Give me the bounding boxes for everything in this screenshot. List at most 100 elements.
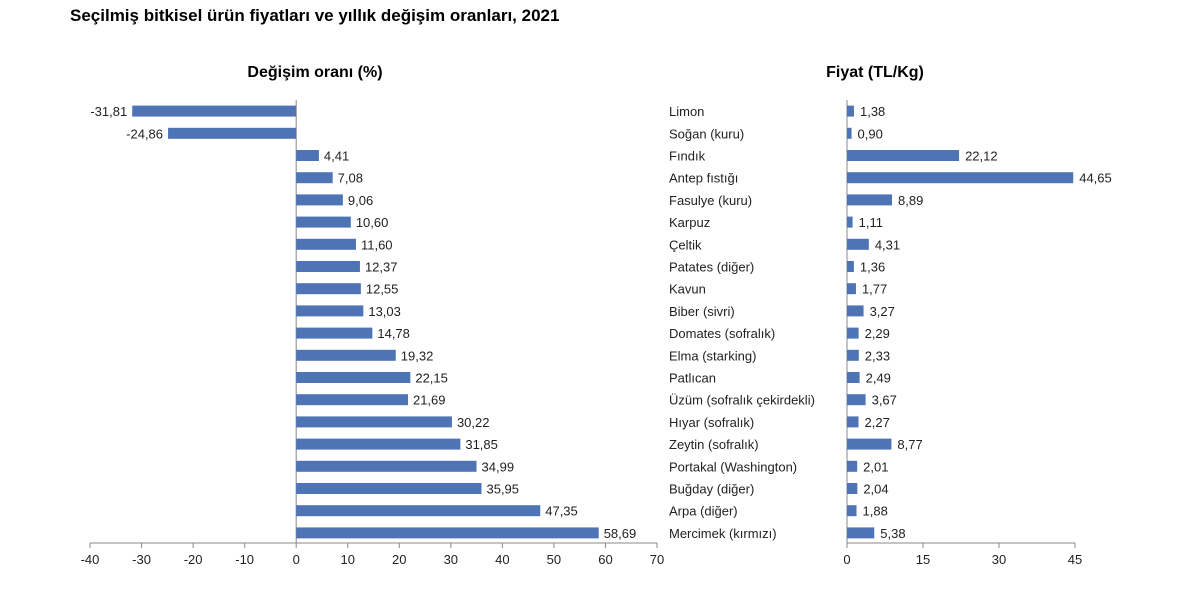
right-bar-value-label: 3,67 — [872, 393, 897, 408]
left-bar-value-label: 13,03 — [368, 304, 401, 319]
category-label: Elma (starking) — [669, 348, 756, 363]
category-label: Karpuz — [669, 215, 710, 230]
right-bar-value-label: 44,65 — [1079, 171, 1112, 186]
left-bar — [296, 283, 361, 295]
right-bar — [847, 327, 859, 339]
category-label: Patates (diğer) — [669, 260, 754, 275]
left-bar-value-label: 11,60 — [361, 237, 393, 252]
left-bar — [296, 216, 351, 228]
right-bar — [847, 505, 857, 517]
category-label: Biber (sivri) — [669, 304, 735, 319]
right-bar — [847, 416, 859, 428]
category-label: Buğday (diğer) — [669, 482, 754, 497]
right-bar — [847, 372, 860, 383]
right-bar-value-label: 3,27 — [870, 304, 895, 319]
right-bar — [847, 305, 864, 317]
left-bar-value-label: 19,32 — [401, 348, 434, 363]
left-bar — [296, 327, 373, 339]
left-x-tick-label: 20 — [392, 552, 406, 567]
right-bar — [847, 483, 858, 494]
left-bar — [296, 505, 541, 517]
right-bar — [847, 438, 892, 450]
chart-title: Seçilmiş bitkisel ürün fiyatları ve yıll… — [70, 6, 560, 25]
left-bar-value-label: 47,35 — [545, 504, 578, 519]
category-label: Çeltik — [669, 237, 702, 252]
right-bar-value-label: 2,29 — [865, 326, 890, 341]
left-bar-value-label: 31,85 — [465, 437, 498, 452]
right-bar-value-label: 2,04 — [863, 482, 888, 497]
right-bar — [847, 194, 893, 206]
right-bar — [847, 349, 859, 361]
category-label: Domates (sofralık) — [669, 326, 775, 341]
left-bar-value-label: 12,37 — [365, 260, 398, 275]
right-chart-title: Fiyat (TL/Kg) — [826, 64, 924, 81]
left-x-tick-label: -20 — [184, 552, 203, 567]
right-bar-value-label: 8,89 — [898, 193, 923, 208]
category-label: Kavun — [669, 282, 706, 297]
left-bar — [296, 483, 482, 494]
category-label: Mercimek (kırmızı) — [669, 526, 777, 541]
left-bar-value-label: 34,99 — [482, 459, 515, 474]
right-bar — [847, 261, 854, 272]
left-x-tick-label: 70 — [650, 552, 664, 567]
left-x-tick-label: 40 — [495, 552, 509, 567]
left-bar — [132, 105, 297, 117]
right-bar — [847, 394, 866, 406]
right-x-tick-label: 0 — [843, 552, 850, 567]
right-bar-value-label: 22,12 — [965, 149, 998, 164]
right-x-tick-label: 15 — [916, 552, 930, 567]
right-bar — [847, 460, 858, 472]
left-x-tick-label: 50 — [547, 552, 561, 567]
left-bar — [296, 150, 319, 161]
category-label: Soğan (kuru) — [669, 126, 744, 141]
left-chart-title: Değişim oranı (%) — [247, 64, 383, 81]
left-bar-value-label: 22,15 — [415, 371, 448, 386]
right-bar-value-label: 1,11 — [859, 215, 883, 230]
right-bar — [847, 172, 1074, 184]
left-bar-value-label: 35,95 — [486, 482, 519, 497]
left-bar — [168, 127, 297, 139]
right-bar-value-label: 5,38 — [880, 526, 905, 541]
right-bar-value-label: 2,49 — [866, 371, 891, 386]
left-bar — [296, 305, 364, 317]
left-bar-value-label: 30,22 — [457, 415, 490, 430]
left-bar-value-label: -31,81 — [90, 104, 127, 119]
left-bar-value-label: 4,41 — [324, 149, 349, 164]
left-x-tick-label: -10 — [235, 552, 254, 567]
left-bar — [296, 172, 333, 184]
right-bar-value-label: 1,38 — [860, 104, 885, 119]
left-bar-value-label: 7,08 — [338, 171, 363, 186]
left-bar-value-label: 21,69 — [413, 393, 446, 408]
left-x-tick-label: 30 — [444, 552, 458, 567]
category-label: Üzüm (sofralık çekirdekli) — [669, 393, 815, 408]
right-bar-value-label: 1,77 — [862, 282, 887, 297]
category-label: Arpa (diğer) — [669, 504, 738, 519]
left-bar — [296, 394, 408, 406]
left-bar — [296, 238, 356, 250]
category-label: Fasulye (kuru) — [669, 193, 752, 208]
right-bar — [847, 216, 853, 228]
left-bar — [296, 349, 396, 361]
right-bar-value-label: 0,90 — [858, 126, 883, 141]
right-bar-value-label: 1,36 — [860, 260, 885, 275]
left-bar-value-label: -24,86 — [126, 126, 163, 141]
left-bar — [296, 261, 360, 272]
left-bar-value-label: 58,69 — [604, 526, 637, 541]
right-bar-value-label: 2,27 — [865, 415, 890, 430]
right-bar — [847, 150, 960, 161]
left-bar-value-label: 12,55 — [366, 282, 399, 297]
category-label: Limon — [669, 104, 704, 119]
left-bar — [296, 372, 411, 383]
right-x-tick-label: 45 — [1068, 552, 1082, 567]
left-bar — [296, 527, 599, 539]
right-bar — [847, 105, 854, 117]
right-bar — [847, 527, 875, 539]
category-label: Zeytin (sofralık) — [669, 437, 759, 452]
right-bar — [847, 283, 856, 295]
left-bar — [296, 416, 452, 428]
left-bar — [296, 438, 461, 450]
category-label: Antep fıstığı — [669, 171, 738, 186]
right-bar-value-label: 2,01 — [863, 459, 888, 474]
left-x-tick-label: 60 — [598, 552, 612, 567]
